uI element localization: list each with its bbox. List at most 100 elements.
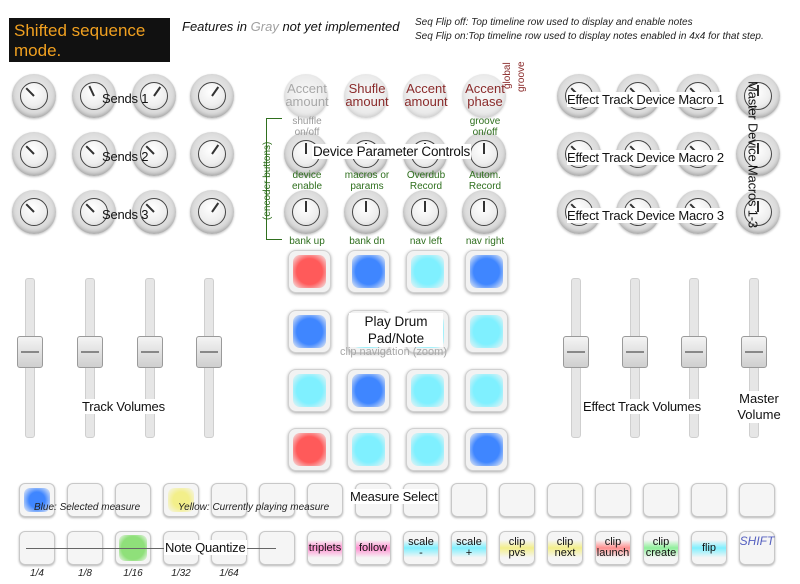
measure-button-5[interactable]: [211, 483, 247, 517]
playing-measure-light: [168, 488, 194, 512]
measure-button-1[interactable]: [19, 483, 55, 517]
send-3-knob-3[interactable]: [132, 190, 176, 234]
send-3-knob-2[interactable]: [72, 190, 116, 234]
send-2-knob-3[interactable]: [132, 132, 176, 176]
send-3-knob-1[interactable]: [12, 190, 56, 234]
function-button-8[interactable]: clip create: [643, 531, 679, 565]
function-button-line1: scale: [408, 536, 434, 548]
accent-knob-2[interactable]: [344, 74, 388, 118]
drum-pad-3-2[interactable]: [347, 369, 390, 412]
features-suffix: not yet implemented: [278, 19, 400, 34]
overdub-record-line1: Overdub: [406, 170, 446, 181]
measure-button-13[interactable]: [595, 483, 631, 517]
drum-pad-1-4[interactable]: [465, 250, 508, 293]
measure-button-15[interactable]: [691, 483, 727, 517]
shift-button[interactable]: SHIFT: [739, 531, 775, 565]
fader-handle-5[interactable]: [563, 336, 589, 368]
encoder-bracket: [266, 118, 282, 240]
function-button-line1: clip: [604, 536, 622, 548]
measure-button-7[interactable]: [307, 483, 343, 517]
function-button-5[interactable]: clip pvs: [499, 531, 535, 565]
measure-button-11[interactable]: [499, 483, 535, 517]
function-button-9[interactable]: flip: [691, 531, 727, 565]
drum-pad-4-2[interactable]: [347, 428, 390, 471]
effect-track-volumes-label: Effect Track Volumes: [583, 399, 701, 414]
function-button-6[interactable]: clip next: [547, 531, 583, 565]
send-3-knob-1-pointer: [25, 203, 35, 213]
function-button-4[interactable]: scale +: [451, 531, 487, 565]
accent-knob-1[interactable]: [284, 74, 328, 118]
send-3-knob-4-cap: [198, 198, 226, 226]
send-1-knob-1-cap: [20, 82, 48, 110]
device-param-knob-2-1[interactable]: [284, 190, 328, 234]
device-param-knob-2-2[interactable]: [344, 190, 388, 234]
measure-button-14[interactable]: [643, 483, 679, 517]
device-param-knob-2-4[interactable]: [462, 190, 506, 234]
function-button-2[interactable]: follow: [355, 531, 391, 565]
send-3-knob-4[interactable]: [190, 190, 234, 234]
send-2-knob-1[interactable]: [12, 132, 56, 176]
fader-handle-3[interactable]: [137, 336, 163, 368]
function-button-3[interactable]: scale -: [403, 531, 439, 565]
drum-pad-1-1[interactable]: [288, 250, 331, 293]
master-volume-label: Master Volume: [735, 391, 783, 423]
drum-pad-3-4[interactable]: [465, 369, 508, 412]
fader-handle-2[interactable]: [77, 336, 103, 368]
drum-pad-4-3[interactable]: [406, 428, 449, 471]
fader-handle-6[interactable]: [622, 336, 648, 368]
quantize-value-label: 1/4: [30, 568, 44, 579]
drum-pad-light: [352, 374, 385, 407]
note-quantize-label: Note Quantize: [164, 540, 247, 555]
fader-handle-8[interactable]: [741, 336, 767, 368]
drum-pad-light: [470, 374, 503, 407]
function-button-7[interactable]: clip launch: [595, 531, 631, 565]
send-2-knob-4[interactable]: [190, 132, 234, 176]
shufle-amount-line1: Shufle: [348, 81, 386, 96]
send-1-knob-4[interactable]: [190, 74, 234, 118]
accent-knob-3[interactable]: [403, 74, 447, 118]
measure-button-10[interactable]: [451, 483, 487, 517]
measure-button-6[interactable]: [259, 483, 295, 517]
send-3-knob-4-pointer: [211, 202, 220, 213]
drum-pad-2-1[interactable]: [288, 310, 331, 353]
send-1-knob-1[interactable]: [12, 74, 56, 118]
function-button-label: scale -: [408, 537, 434, 559]
drum-pad-light: [293, 255, 326, 288]
function-button-1[interactable]: triplets: [307, 531, 343, 565]
drum-pad-4-4[interactable]: [465, 428, 508, 471]
clip-navigation-label: clip navigation (zoom): [340, 346, 447, 358]
effect-macro-2-knob-4[interactable]: [736, 132, 780, 176]
groove-onoff-label: groove on/off: [460, 116, 510, 138]
measure-button-4[interactable]: [163, 483, 199, 517]
measure-button-3[interactable]: [115, 483, 151, 517]
drum-pad-3-1[interactable]: [288, 369, 331, 412]
send-1-knob-3[interactable]: [132, 74, 176, 118]
drum-pad-4-1[interactable]: [288, 428, 331, 471]
effect-macro-1-knob-4[interactable]: [736, 74, 780, 118]
drum-pad-3-3[interactable]: [406, 369, 449, 412]
fader-handle-7[interactable]: [681, 336, 707, 368]
drum-pad-2-4[interactable]: [465, 310, 508, 353]
groove-onoff-line2: on/off: [472, 127, 498, 138]
device-param-knob-2-3[interactable]: [403, 190, 447, 234]
effect-macro-3-knob-4[interactable]: [736, 190, 780, 234]
accent-knob-4[interactable]: [462, 74, 506, 118]
send-1-knob-2[interactable]: [72, 74, 116, 118]
send-2-knob-2-cap: [80, 140, 108, 168]
measure-button-16[interactable]: [739, 483, 775, 517]
features-prefix: Features in: [182, 19, 251, 34]
measure-button-12[interactable]: [547, 483, 583, 517]
send-2-knob-2[interactable]: [72, 132, 116, 176]
drum-pad-light: [470, 315, 503, 348]
bank-dn-label: bank dn: [349, 236, 385, 247]
fader-handle-1[interactable]: [17, 336, 43, 368]
drum-pad-1-2[interactable]: [347, 250, 390, 293]
seq-flip-on-note: Seq Flip on:Top timeline row used to dis…: [415, 31, 764, 42]
drum-pad-1-3[interactable]: [406, 250, 449, 293]
measure-button-2[interactable]: [67, 483, 103, 517]
seq-flip-off-note: Seq Flip off: Top timeline row used to d…: [415, 17, 693, 28]
drum-pad-light: [411, 433, 444, 466]
function-button-line2: create: [645, 547, 677, 559]
device-enable-label: device enable: [282, 170, 332, 192]
fader-handle-4[interactable]: [196, 336, 222, 368]
